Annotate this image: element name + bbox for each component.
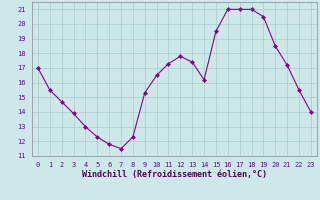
X-axis label: Windchill (Refroidissement éolien,°C): Windchill (Refroidissement éolien,°C)	[82, 170, 267, 179]
